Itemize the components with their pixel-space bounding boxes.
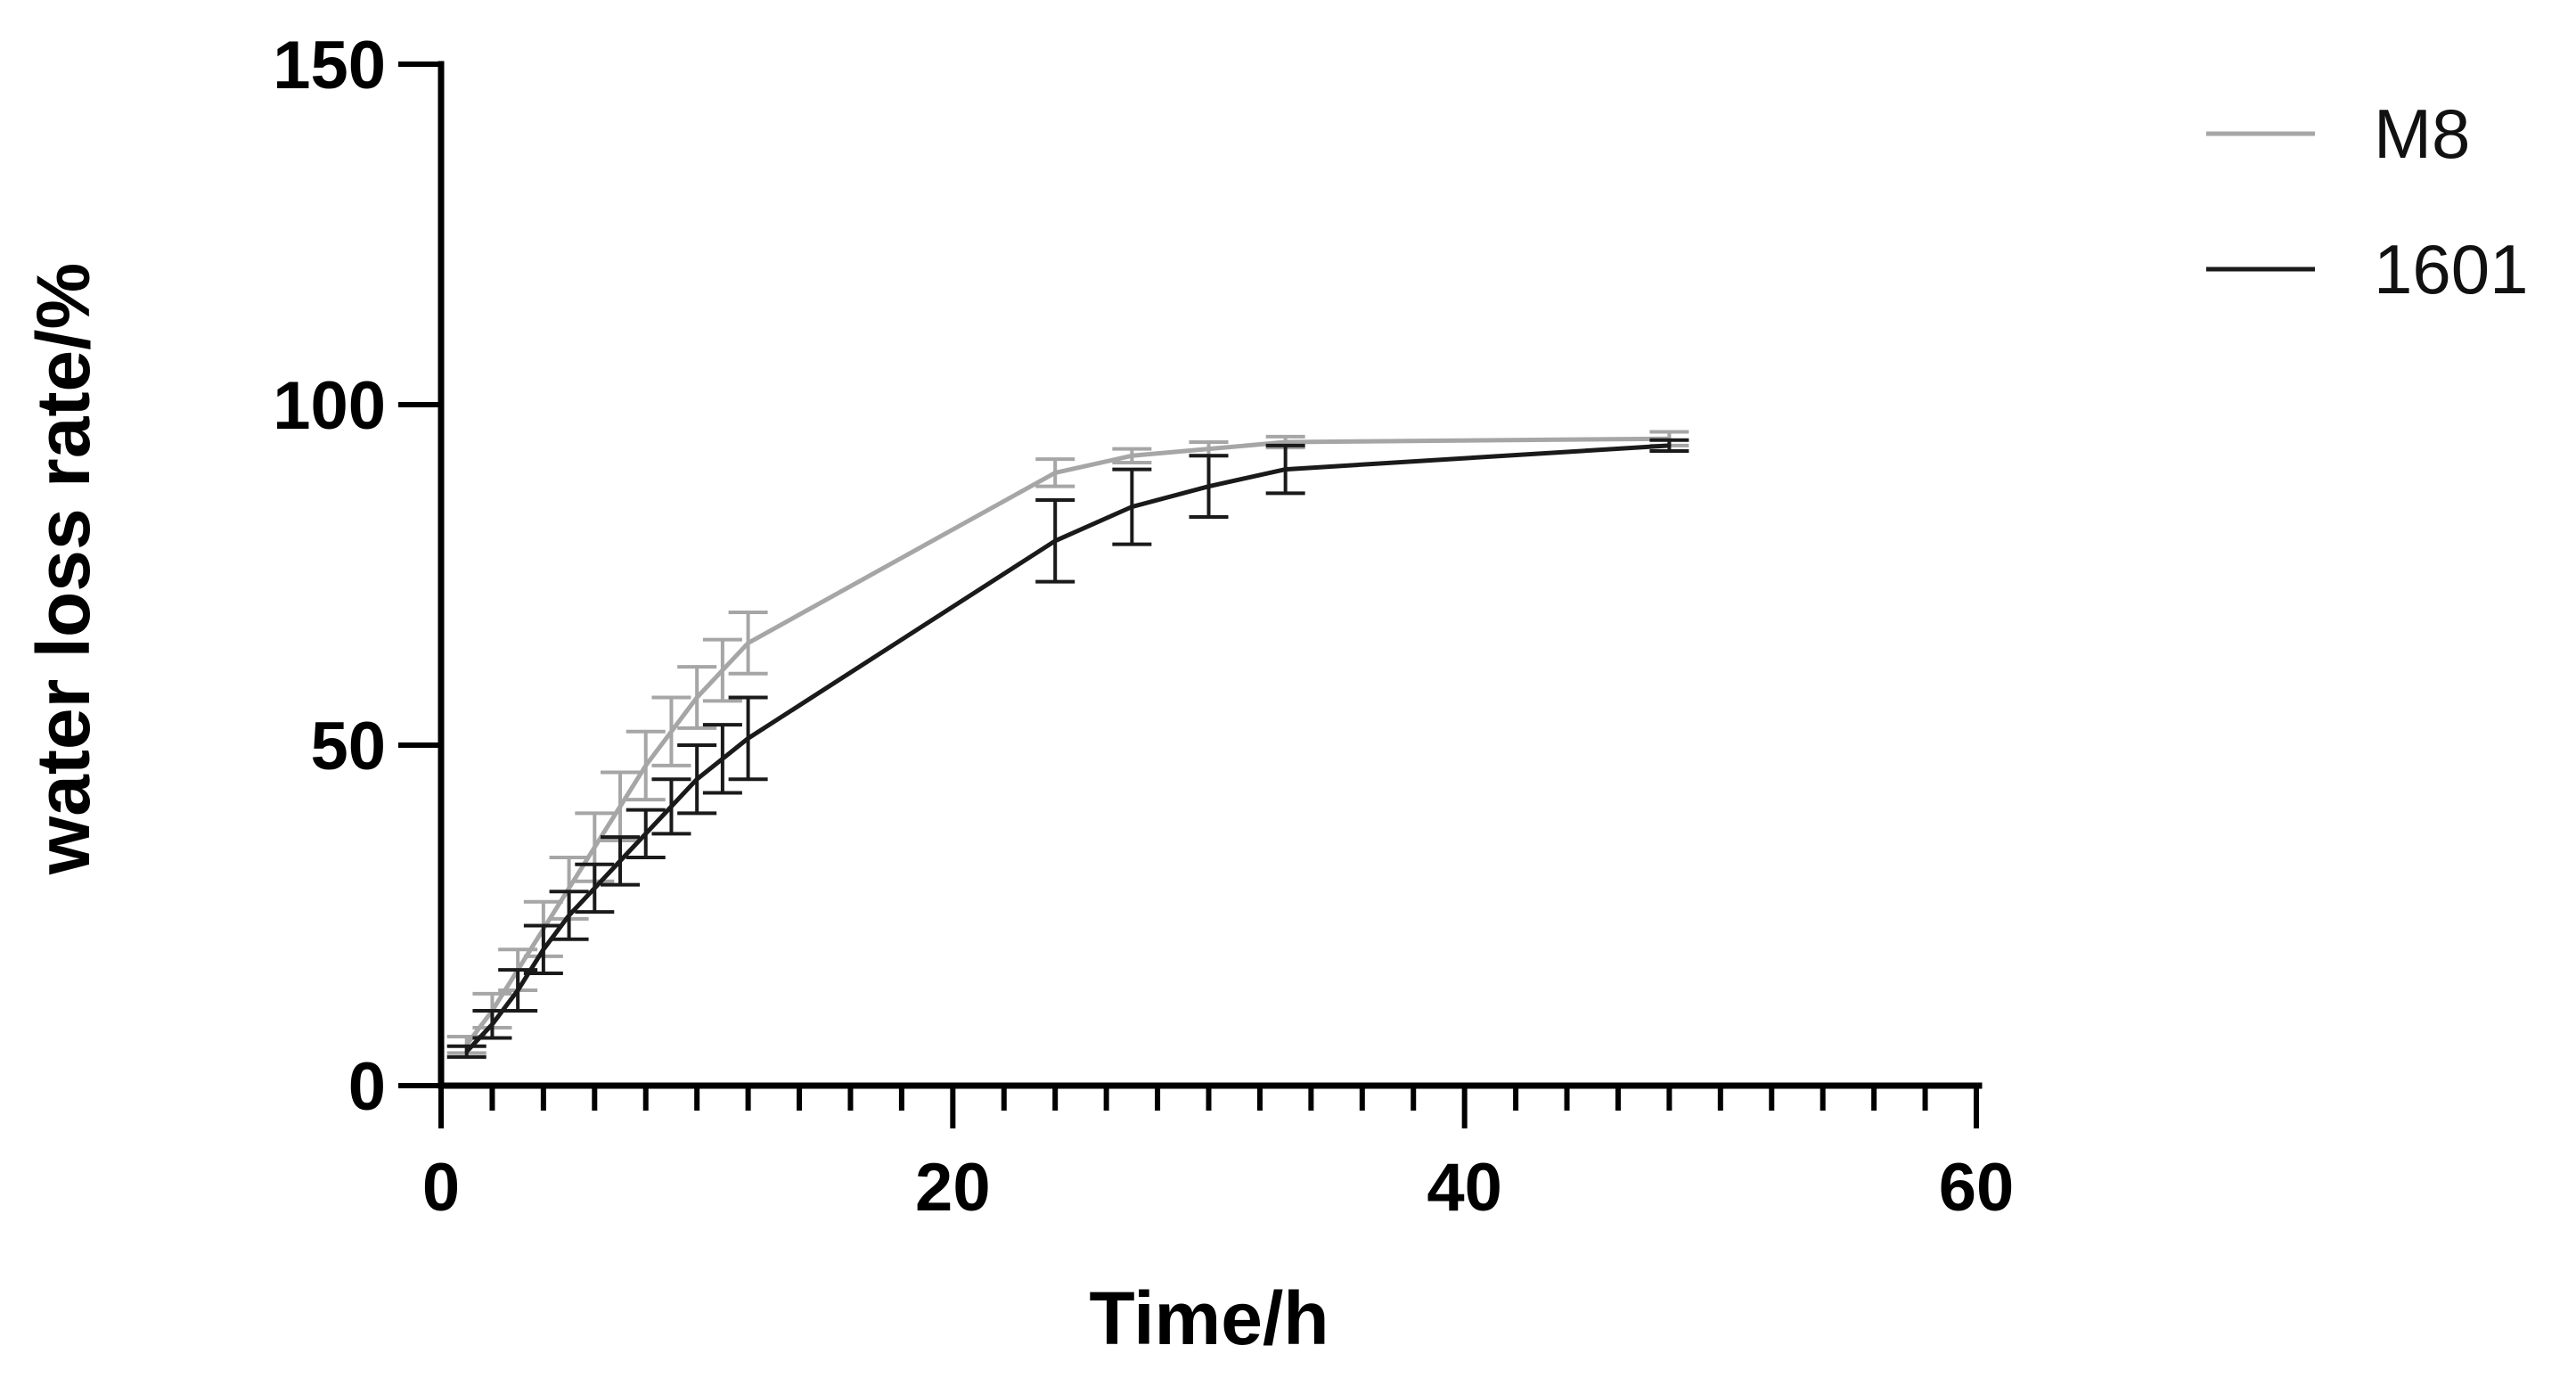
data-point	[1053, 471, 1058, 475]
error-bar	[446, 1044, 487, 1059]
error-bar	[1112, 467, 1152, 546]
legend-label: M8	[2374, 94, 2470, 173]
x-tick-label: 0	[422, 1150, 460, 1226]
legend-item-m8: M8	[2206, 94, 2470, 173]
data-point	[695, 777, 699, 782]
error-bar	[651, 695, 691, 767]
error-bar	[651, 777, 691, 836]
error-bar	[1035, 457, 1075, 488]
error-bar	[1112, 447, 1152, 464]
data-point	[720, 757, 724, 761]
data-point	[1667, 443, 1672, 447]
data-point	[567, 886, 571, 890]
x-tick-label: 40	[1427, 1150, 1502, 1226]
y-tick-label: 100	[273, 368, 386, 444]
error-bar	[702, 723, 742, 795]
data-point	[746, 736, 750, 741]
data-point	[1283, 440, 1288, 445]
error-bar	[575, 862, 615, 915]
error-bar	[728, 695, 768, 782]
data-point	[669, 804, 674, 808]
error-bar	[601, 835, 641, 887]
data-point	[1206, 447, 1211, 451]
error-bar	[677, 665, 717, 730]
error-bar	[1649, 438, 1689, 453]
data-point	[1206, 484, 1211, 488]
data-point	[516, 988, 520, 993]
x-tick-label: 60	[1939, 1150, 2015, 1226]
error-bar	[498, 968, 538, 1013]
data-point	[1053, 538, 1058, 543]
error-bar	[626, 729, 666, 802]
y-tick-label: 0	[348, 1049, 386, 1125]
x-axis-title: Time/h	[1089, 1276, 1329, 1360]
data-point	[1130, 454, 1134, 458]
data-point	[490, 1022, 495, 1027]
y-tick-label: 150	[273, 28, 386, 103]
error-bar	[1189, 454, 1229, 520]
y-axis-title: water loss rate/%	[21, 263, 105, 875]
error-bar	[677, 743, 717, 816]
data-point	[593, 886, 597, 890]
data-point	[643, 763, 648, 767]
error-bar	[523, 923, 563, 975]
series-1601	[446, 438, 1689, 1059]
data-point	[464, 1049, 469, 1054]
data-point	[567, 914, 571, 917]
series-m8	[446, 430, 1689, 1055]
data-point	[618, 858, 623, 863]
data-point	[669, 729, 674, 734]
error-bar	[1265, 443, 1305, 496]
y-tick-label: 50	[310, 709, 386, 784]
data-point	[643, 832, 648, 836]
plot-series	[446, 430, 1689, 1059]
error-bar	[472, 1008, 512, 1040]
data-point	[618, 804, 623, 808]
error-bar	[549, 890, 589, 941]
legend: M8 1601	[2206, 94, 2529, 308]
data-point	[746, 641, 750, 645]
error-bar	[702, 637, 742, 703]
axes: 0 20 40 60 0 50 100 150	[273, 28, 2014, 1226]
data-point	[541, 947, 545, 952]
x-tick-label: 20	[915, 1150, 991, 1226]
error-bar	[1035, 497, 1075, 584]
legend-label: 1601	[2374, 230, 2529, 308]
data-point	[695, 695, 699, 700]
data-point	[720, 668, 724, 672]
data-point	[1283, 467, 1288, 472]
data-point	[593, 845, 597, 849]
legend-item-1601: 1601	[2206, 230, 2529, 308]
error-bar	[626, 808, 666, 860]
data-point	[1130, 504, 1134, 509]
error-bar	[728, 611, 768, 676]
